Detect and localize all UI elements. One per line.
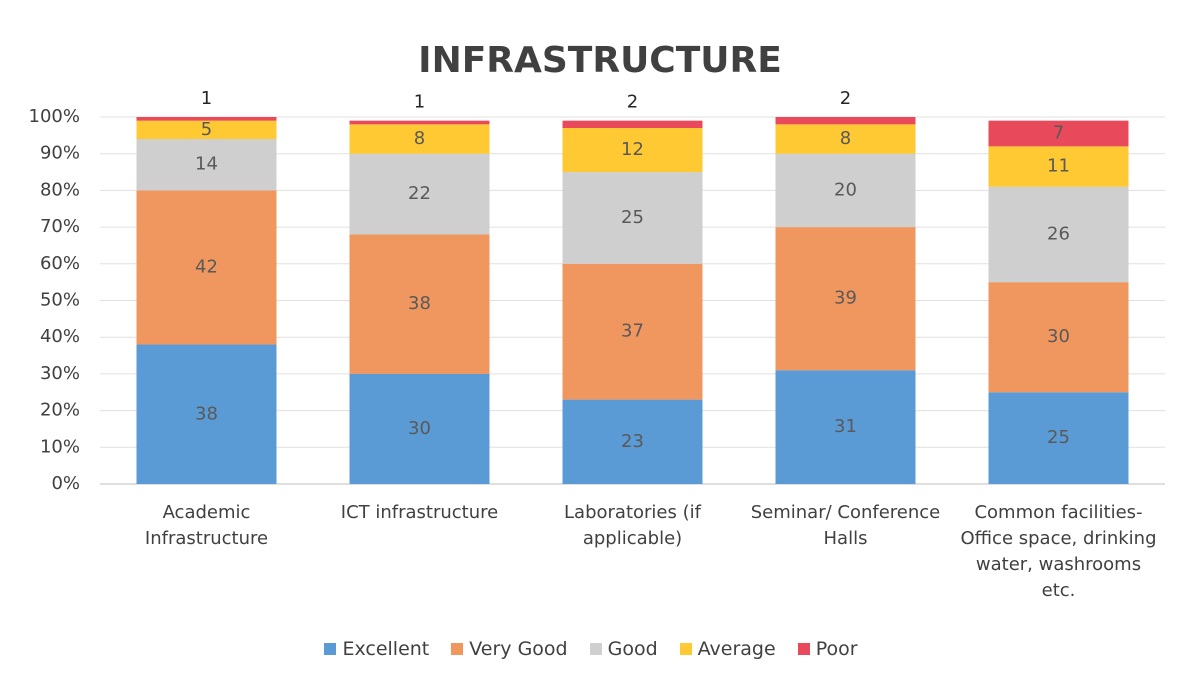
data-label: 11 <box>1047 156 1070 177</box>
data-label: 5 <box>201 119 212 140</box>
bar-segment <box>562 120 703 129</box>
bar-segment <box>562 128 703 173</box>
y-tick-label: 10% <box>40 436 80 457</box>
legend-swatch <box>451 643 464 655</box>
data-label: 38 <box>408 293 431 314</box>
data-label: 25 <box>621 207 644 228</box>
bar-segment <box>349 120 490 125</box>
legend-label: Good <box>607 638 658 660</box>
y-tick-label: 0% <box>51 473 80 494</box>
bar-segment <box>349 234 490 374</box>
legend-swatch <box>324 643 337 655</box>
data-label: 12 <box>621 139 644 160</box>
y-tick-label: 20% <box>40 400 80 421</box>
bar-segment <box>988 392 1129 484</box>
bar-segment <box>349 124 490 154</box>
y-tick-label: 90% <box>40 143 80 164</box>
x-tick-label: Laboratories (if applicable) <box>564 502 701 549</box>
data-label: 20 <box>834 179 857 200</box>
chart-title: INFRASTRUCTURE <box>418 40 782 81</box>
bar-segment <box>775 124 916 154</box>
legend-label: Poor <box>815 638 858 660</box>
data-label: 26 <box>1047 223 1070 244</box>
bar-segment <box>775 117 916 125</box>
data-label: 23 <box>621 431 644 452</box>
legend-item: Excellent <box>324 638 429 660</box>
bar-segment <box>562 172 703 264</box>
legend-label: Very Good <box>469 638 568 660</box>
data-label: 1 <box>414 92 425 113</box>
data-label: 2 <box>627 92 638 113</box>
bar-segment <box>349 153 490 235</box>
data-label: 38 <box>195 403 218 424</box>
legend-item: Poor <box>797 638 858 660</box>
bar-segment <box>136 120 277 140</box>
x-tick-label: Seminar/ Conference Halls <box>750 502 941 549</box>
bar-segment <box>136 344 277 484</box>
data-label: 25 <box>1047 427 1070 448</box>
bar-segment <box>136 139 277 191</box>
data-label: 14 <box>195 154 218 175</box>
bar-segment <box>988 146 1129 187</box>
y-tick-label: 60% <box>40 253 80 274</box>
bar-segment <box>775 370 916 484</box>
bar-segment <box>349 373 490 484</box>
bar-segment <box>775 227 916 371</box>
legend-swatch <box>589 643 602 655</box>
y-tick-label: 80% <box>40 179 80 200</box>
bar-segment <box>562 263 703 400</box>
x-tick-label: ICT infrastructure <box>340 502 499 523</box>
x-tick-label: Academic Infrastructure <box>144 502 269 549</box>
data-label: 7 <box>1053 123 1064 144</box>
data-label: 22 <box>408 183 431 204</box>
data-label: 30 <box>408 418 431 439</box>
bar-segment <box>988 186 1129 283</box>
data-label: 37 <box>621 321 644 342</box>
legend: Excellent Very Good Good Average Poor <box>0 638 1182 660</box>
y-tick-label: 30% <box>40 363 80 384</box>
legend-label: Excellent <box>342 638 430 660</box>
x-tick-label: Common facilities- Office space, drinkin… <box>960 502 1157 601</box>
data-label: 8 <box>414 128 425 149</box>
data-label: 42 <box>195 256 218 277</box>
data-label: 2 <box>840 88 851 109</box>
y-tick-label: 50% <box>40 290 80 311</box>
data-label: 31 <box>834 416 857 437</box>
y-tick-label: 100% <box>29 106 80 127</box>
data-label: 39 <box>834 288 857 309</box>
bar-segment <box>136 117 277 121</box>
data-label: 1 <box>201 88 212 109</box>
legend-swatch <box>797 643 810 655</box>
bar-segment <box>988 120 1129 147</box>
y-tick-label: 70% <box>40 216 80 237</box>
bar-segment <box>988 282 1129 393</box>
bar-segment <box>136 190 277 345</box>
data-label: 8 <box>840 128 851 149</box>
legend-label: Average <box>697 638 776 660</box>
legend-item: Average <box>679 638 776 660</box>
data-label: 30 <box>1047 326 1070 347</box>
bar-segment <box>562 399 703 484</box>
bar-segment <box>775 153 916 228</box>
y-tick-label: 40% <box>40 326 80 347</box>
legend-item: Very Good <box>451 638 568 660</box>
legend-item: Good <box>589 638 658 660</box>
legend-swatch <box>679 643 692 655</box>
